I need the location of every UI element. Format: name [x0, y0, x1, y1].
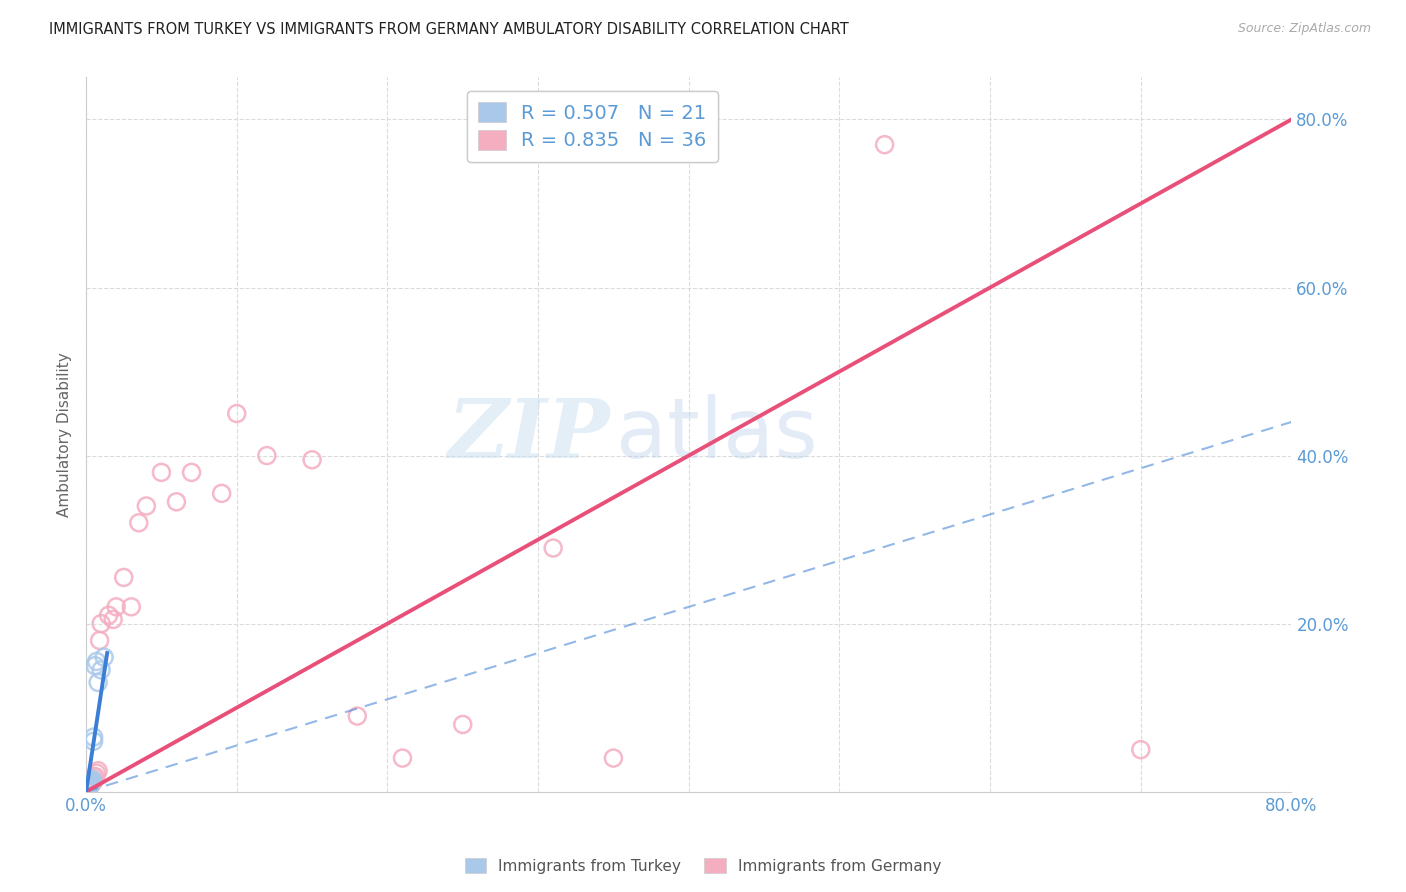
- Point: [76, 781, 98, 796]
- Point: [83, 730, 105, 744]
- Point: [150, 466, 173, 480]
- Point: [77, 779, 100, 793]
- Point: [541, 541, 564, 555]
- Point: [391, 751, 413, 765]
- Point: [90, 663, 112, 677]
- Point: [77, 778, 100, 792]
- Point: [103, 612, 125, 626]
- Point: [225, 407, 247, 421]
- Point: [256, 449, 278, 463]
- Text: IMMIGRANTS FROM TURKEY VS IMMIGRANTS FROM GERMANY AMBULATORY DISABILITY CORRELAT: IMMIGRANTS FROM TURKEY VS IMMIGRANTS FRO…: [49, 22, 849, 37]
- Point: [76, 780, 98, 794]
- Point: [87, 764, 110, 778]
- Point: [84, 658, 107, 673]
- Point: [79, 774, 101, 789]
- Point: [84, 770, 107, 784]
- Point: [76, 782, 98, 797]
- Point: [83, 774, 105, 789]
- Legend: R = 0.507   N = 21, R = 0.835   N = 36: R = 0.507 N = 21, R = 0.835 N = 36: [467, 91, 718, 162]
- Point: [90, 616, 112, 631]
- Legend: Immigrants from Turkey, Immigrants from Germany: Immigrants from Turkey, Immigrants from …: [458, 852, 948, 880]
- Point: [79, 776, 101, 790]
- Point: [346, 709, 368, 723]
- Point: [180, 466, 202, 480]
- Point: [79, 778, 101, 792]
- Point: [76, 781, 98, 796]
- Point: [82, 774, 104, 789]
- Point: [83, 734, 105, 748]
- Point: [301, 452, 323, 467]
- Point: [75, 783, 97, 797]
- Point: [166, 495, 188, 509]
- Point: [602, 751, 624, 765]
- Point: [77, 779, 100, 793]
- Point: [82, 772, 104, 786]
- Text: ZIP: ZIP: [447, 394, 610, 475]
- Point: [77, 776, 100, 790]
- Point: [86, 655, 108, 669]
- Text: atlas: atlas: [616, 394, 818, 475]
- Point: [89, 633, 111, 648]
- Point: [86, 766, 108, 780]
- Point: [112, 570, 135, 584]
- Text: Source: ZipAtlas.com: Source: ZipAtlas.com: [1237, 22, 1371, 36]
- Point: [77, 776, 100, 790]
- Point: [83, 770, 105, 784]
- Point: [451, 717, 474, 731]
- Point: [128, 516, 150, 530]
- Point: [87, 675, 110, 690]
- Point: [97, 608, 120, 623]
- Point: [77, 780, 100, 795]
- Point: [1129, 742, 1152, 756]
- Point: [873, 137, 896, 152]
- Y-axis label: Ambulatory Disability: Ambulatory Disability: [58, 352, 72, 517]
- Point: [79, 778, 101, 792]
- Point: [105, 599, 128, 614]
- Point: [79, 774, 101, 789]
- Point: [135, 499, 157, 513]
- Point: [82, 776, 104, 790]
- Point: [93, 650, 115, 665]
- Point: [82, 772, 104, 786]
- Point: [76, 780, 98, 794]
- Point: [76, 780, 98, 795]
- Point: [120, 599, 142, 614]
- Point: [211, 486, 233, 500]
